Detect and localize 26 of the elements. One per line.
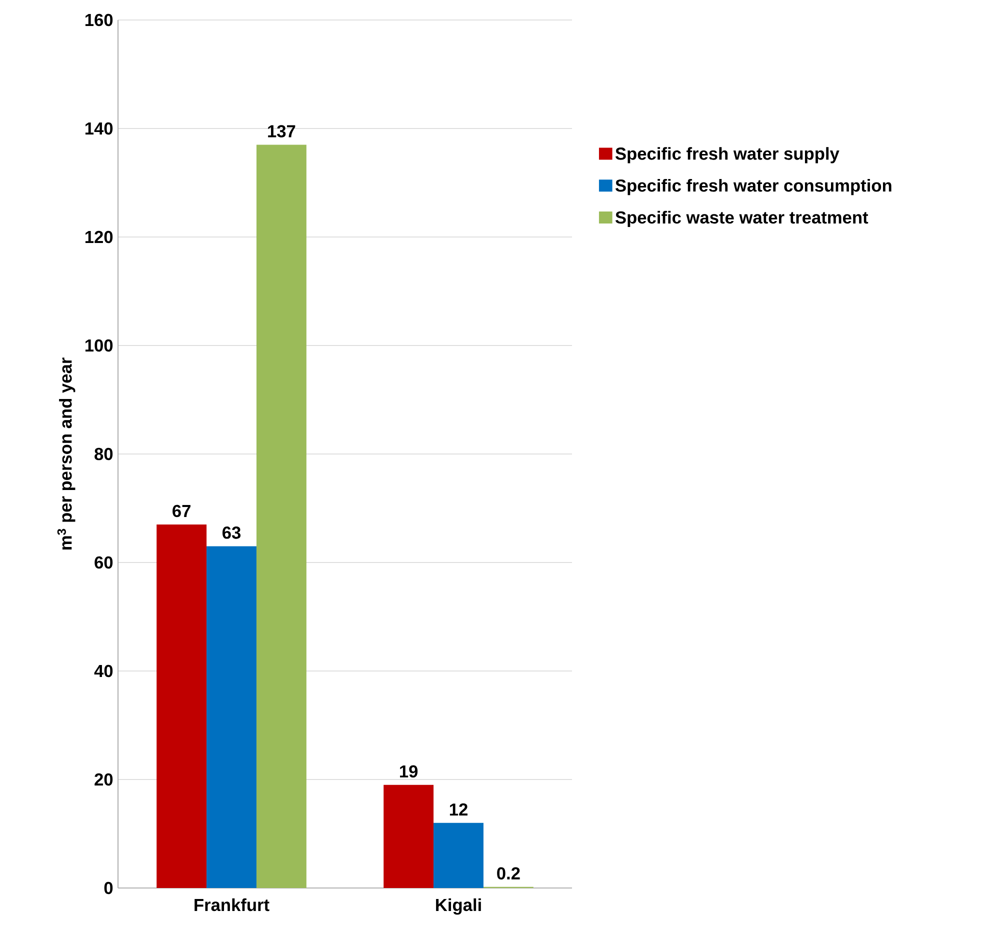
bar: [206, 546, 256, 888]
y-tick-label: 120: [85, 230, 113, 244]
data-label: 63: [222, 526, 241, 539]
y-tick-label: 140: [85, 122, 113, 135]
data-label: 67: [172, 504, 190, 518]
bar: [434, 822, 484, 888]
y-tick-label: 160: [85, 14, 113, 26]
y-axis-title: m$^{3}$ per person and year: [57, 358, 76, 550]
legend-label: Specific fresh water supply: [615, 147, 840, 164]
y-tick-label: 60: [94, 556, 113, 569]
y-tick-label: 100: [85, 339, 113, 352]
x-tick-label: Frankfurt: [194, 898, 270, 912]
y-tick-label: 20: [94, 773, 113, 786]
legend-label: Specific fresh water consumption: [615, 178, 892, 196]
y-tick-label: 0: [104, 882, 113, 894]
data-label: 0.2: [497, 867, 520, 880]
bar: [384, 784, 434, 888]
y-tick-label: 80: [94, 448, 113, 460]
y-tick-label: 40: [94, 664, 113, 678]
data-label: 137: [268, 125, 296, 138]
x-tick-label: Kigali: [436, 898, 481, 915]
legend-label: Specific waste water treatment: [615, 210, 868, 228]
data-label: 12: [450, 803, 468, 816]
data-label: 19: [400, 765, 418, 778]
bar: [256, 144, 306, 888]
bar: [156, 524, 207, 888]
